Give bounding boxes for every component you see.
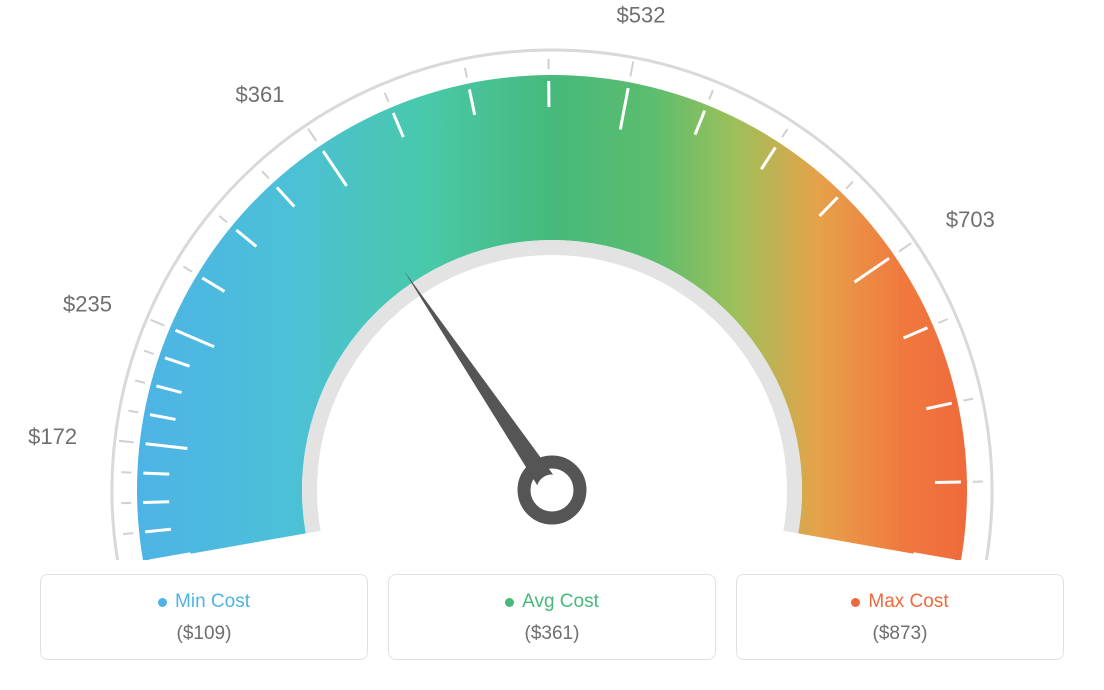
- legend-title-avg: Avg Cost: [505, 591, 599, 613]
- legend-row: Min Cost ($109) Avg Cost ($361) Max Cost…: [40, 574, 1064, 660]
- legend-title-max: Max Cost: [851, 591, 948, 613]
- legend-value-avg: ($361): [399, 623, 705, 645]
- gauge-tick-label: $172: [28, 424, 77, 449]
- legend-dot-min: [158, 598, 167, 607]
- cost-gauge-container: { "gauge": { "type": "gauge", "min_value…: [0, 0, 1104, 690]
- legend-value-min: ($109): [51, 623, 357, 645]
- legend-card-min: Min Cost ($109): [40, 574, 368, 660]
- gauge-tick-label: $703: [946, 207, 995, 232]
- legend-label-max: Max Cost: [868, 591, 948, 613]
- legend-label-min: Min Cost: [175, 591, 250, 613]
- legend-value-max: ($873): [747, 623, 1053, 645]
- legend-dot-avg: [505, 598, 514, 607]
- legend-card-avg: Avg Cost ($361): [388, 574, 716, 660]
- gauge-tick-label: $361: [236, 82, 285, 107]
- gauge-tick-label: $235: [63, 291, 112, 316]
- legend-label-avg: Avg Cost: [522, 591, 599, 613]
- legend-card-max: Max Cost ($873): [736, 574, 1064, 660]
- gauge-chart: $109$172$235$361$532$703$873: [0, 0, 1104, 560]
- legend-title-min: Min Cost: [158, 591, 250, 613]
- legend-dot-max: [851, 598, 860, 607]
- gauge-tick-label: $532: [617, 2, 666, 27]
